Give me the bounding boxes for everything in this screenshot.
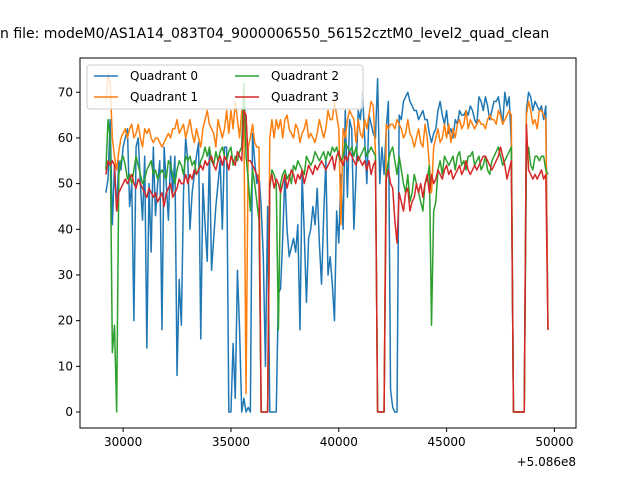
legend-box [86,64,364,110]
y-tick-label: 10 [58,359,73,373]
y-tick-label: 20 [58,314,73,328]
series-line-quadrant-0 [105,77,549,413]
x-tick-label: 30000 [104,435,142,449]
legend-label-quadrant-0: Quadrant 0 [130,69,198,83]
legend: Quadrant 0 Quadrant 1 Quadrant 2 Quadrant 3 [86,64,364,110]
x-axis: 30000 35000 40000 45000 50000 [104,428,574,449]
y-axis: 0 10 20 30 40 50 60 70 [58,85,80,419]
series-layer [105,73,549,413]
x-offset-label: +5.086e8 [517,455,576,469]
series-line-quadrant-2 [105,82,549,413]
series-line-quadrant-1 [105,73,549,413]
x-tick-label: 35000 [212,435,250,449]
y-tick-label: 70 [58,85,73,99]
x-tick-label: 45000 [428,435,466,449]
y-tick-label: 30 [58,268,73,282]
legend-label-quadrant-3: Quadrant 3 [271,90,339,104]
y-tick-label: 40 [58,222,73,236]
legend-label-quadrant-2: Quadrant 2 [271,69,339,83]
x-tick-label: 50000 [535,435,573,449]
y-tick-label: 50 [58,177,73,191]
y-tick-label: 60 [58,131,73,145]
y-tick-label: 0 [65,405,73,419]
x-tick-label: 40000 [320,435,358,449]
chart-title: n file: modeM0/AS1A14_083T04_9000006550_… [0,26,549,42]
series-line-quadrant-3 [105,109,549,413]
legend-label-quadrant-1: Quadrant 1 [130,90,198,104]
plot-frame [79,57,577,429]
